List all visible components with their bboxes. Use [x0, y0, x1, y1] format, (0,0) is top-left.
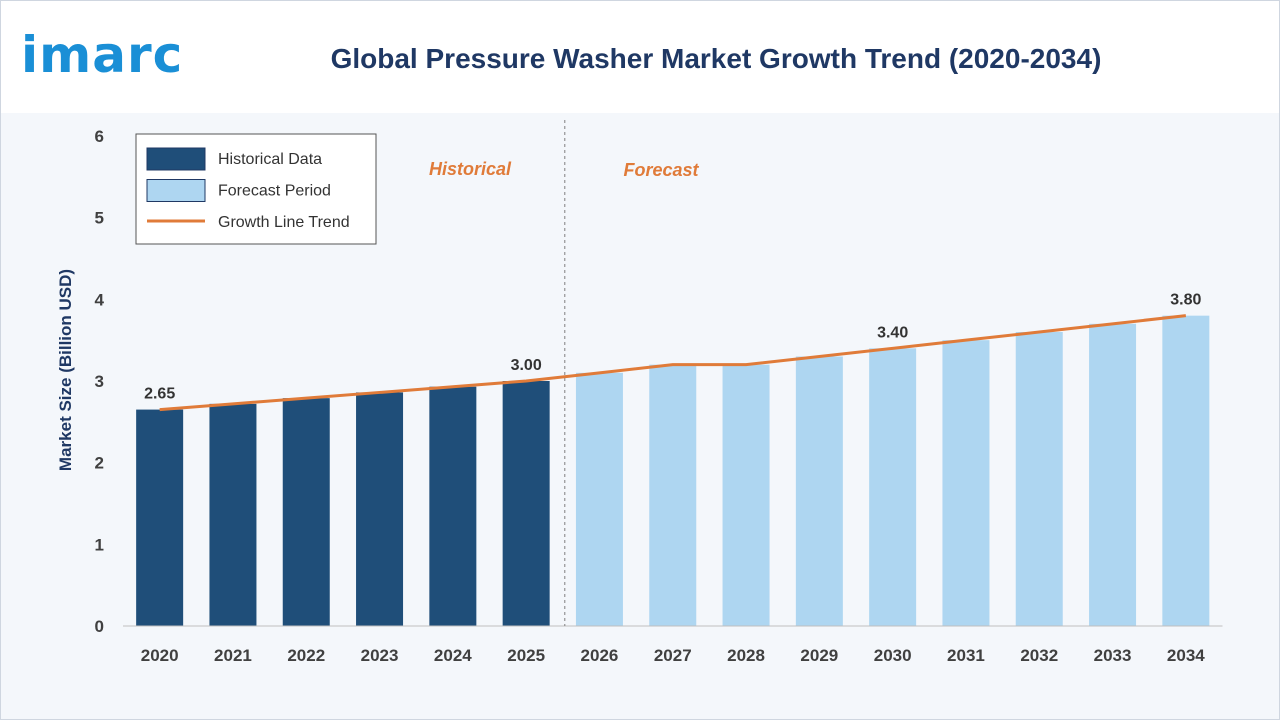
x-tick-label: 2028 — [727, 646, 765, 665]
y-tick-label: 3 — [95, 372, 104, 391]
x-tick-label: 2033 — [1094, 646, 1132, 665]
forecast-bar — [1089, 323, 1137, 626]
historical-bar — [502, 381, 550, 626]
legend-label: Growth Line Trend — [218, 214, 350, 231]
x-tick-label: 2034 — [1167, 646, 1205, 665]
y-tick-label: 4 — [95, 290, 105, 309]
forecast-bar — [722, 364, 770, 626]
x-tick-label: 2021 — [214, 646, 252, 665]
x-tick-label: 2031 — [947, 646, 985, 665]
forecast-bar — [649, 364, 697, 626]
forecast-bar — [942, 340, 990, 626]
forecast-bar — [869, 348, 917, 626]
x-tick-label: 2032 — [1020, 646, 1058, 665]
forecast-bar — [795, 356, 843, 626]
imarc-logo: imarc — [21, 26, 184, 84]
legend-label: Forecast Period — [218, 183, 331, 200]
y-tick-label: 6 — [95, 127, 104, 146]
forecast-bar — [1015, 332, 1063, 626]
historical-bar — [282, 398, 330, 626]
legend-swatch-forecast — [146, 179, 206, 202]
y-tick-label: 0 — [95, 617, 104, 636]
x-tick-label: 2025 — [507, 646, 545, 665]
growth-trend-line — [159, 314, 1187, 412]
historical-phase-label: Historical — [429, 159, 512, 179]
forecast-phase-label: Forecast — [623, 160, 699, 180]
x-tick-label: 2030 — [874, 646, 912, 665]
forecast-bar — [575, 372, 623, 626]
data-label: 2.65 — [144, 386, 175, 403]
x-tick-label: 2020 — [141, 646, 179, 665]
x-tick-label: 2026 — [581, 646, 619, 665]
forecast-bar — [1162, 315, 1210, 626]
legend-swatch-historical — [146, 147, 206, 171]
x-tick-label: 2029 — [800, 646, 838, 665]
y-axis-label: Market Size (Billion USD) — [56, 269, 75, 471]
legend-label: Historical Data — [218, 151, 322, 168]
data-label: 3.00 — [511, 357, 542, 374]
x-tick-label: 2022 — [287, 646, 325, 665]
data-label: 3.40 — [877, 324, 908, 341]
x-tick-label: 2027 — [654, 646, 692, 665]
historical-bar — [136, 409, 184, 626]
historical-bar — [356, 392, 404, 626]
historical-bar — [209, 403, 257, 626]
header: imarc Global Pressure Washer Market Grow… — [1, 1, 1279, 113]
x-tick-label: 2023 — [361, 646, 399, 665]
chart-title: Global Pressure Washer Market Growth Tre… — [330, 43, 1102, 74]
y-tick-label: 5 — [95, 209, 104, 228]
x-tick-label: 2024 — [434, 646, 472, 665]
y-tick-label: 1 — [95, 535, 104, 554]
y-tick-label: 2 — [95, 454, 104, 473]
data-label: 3.80 — [1170, 292, 1201, 309]
historical-bar — [429, 386, 477, 626]
